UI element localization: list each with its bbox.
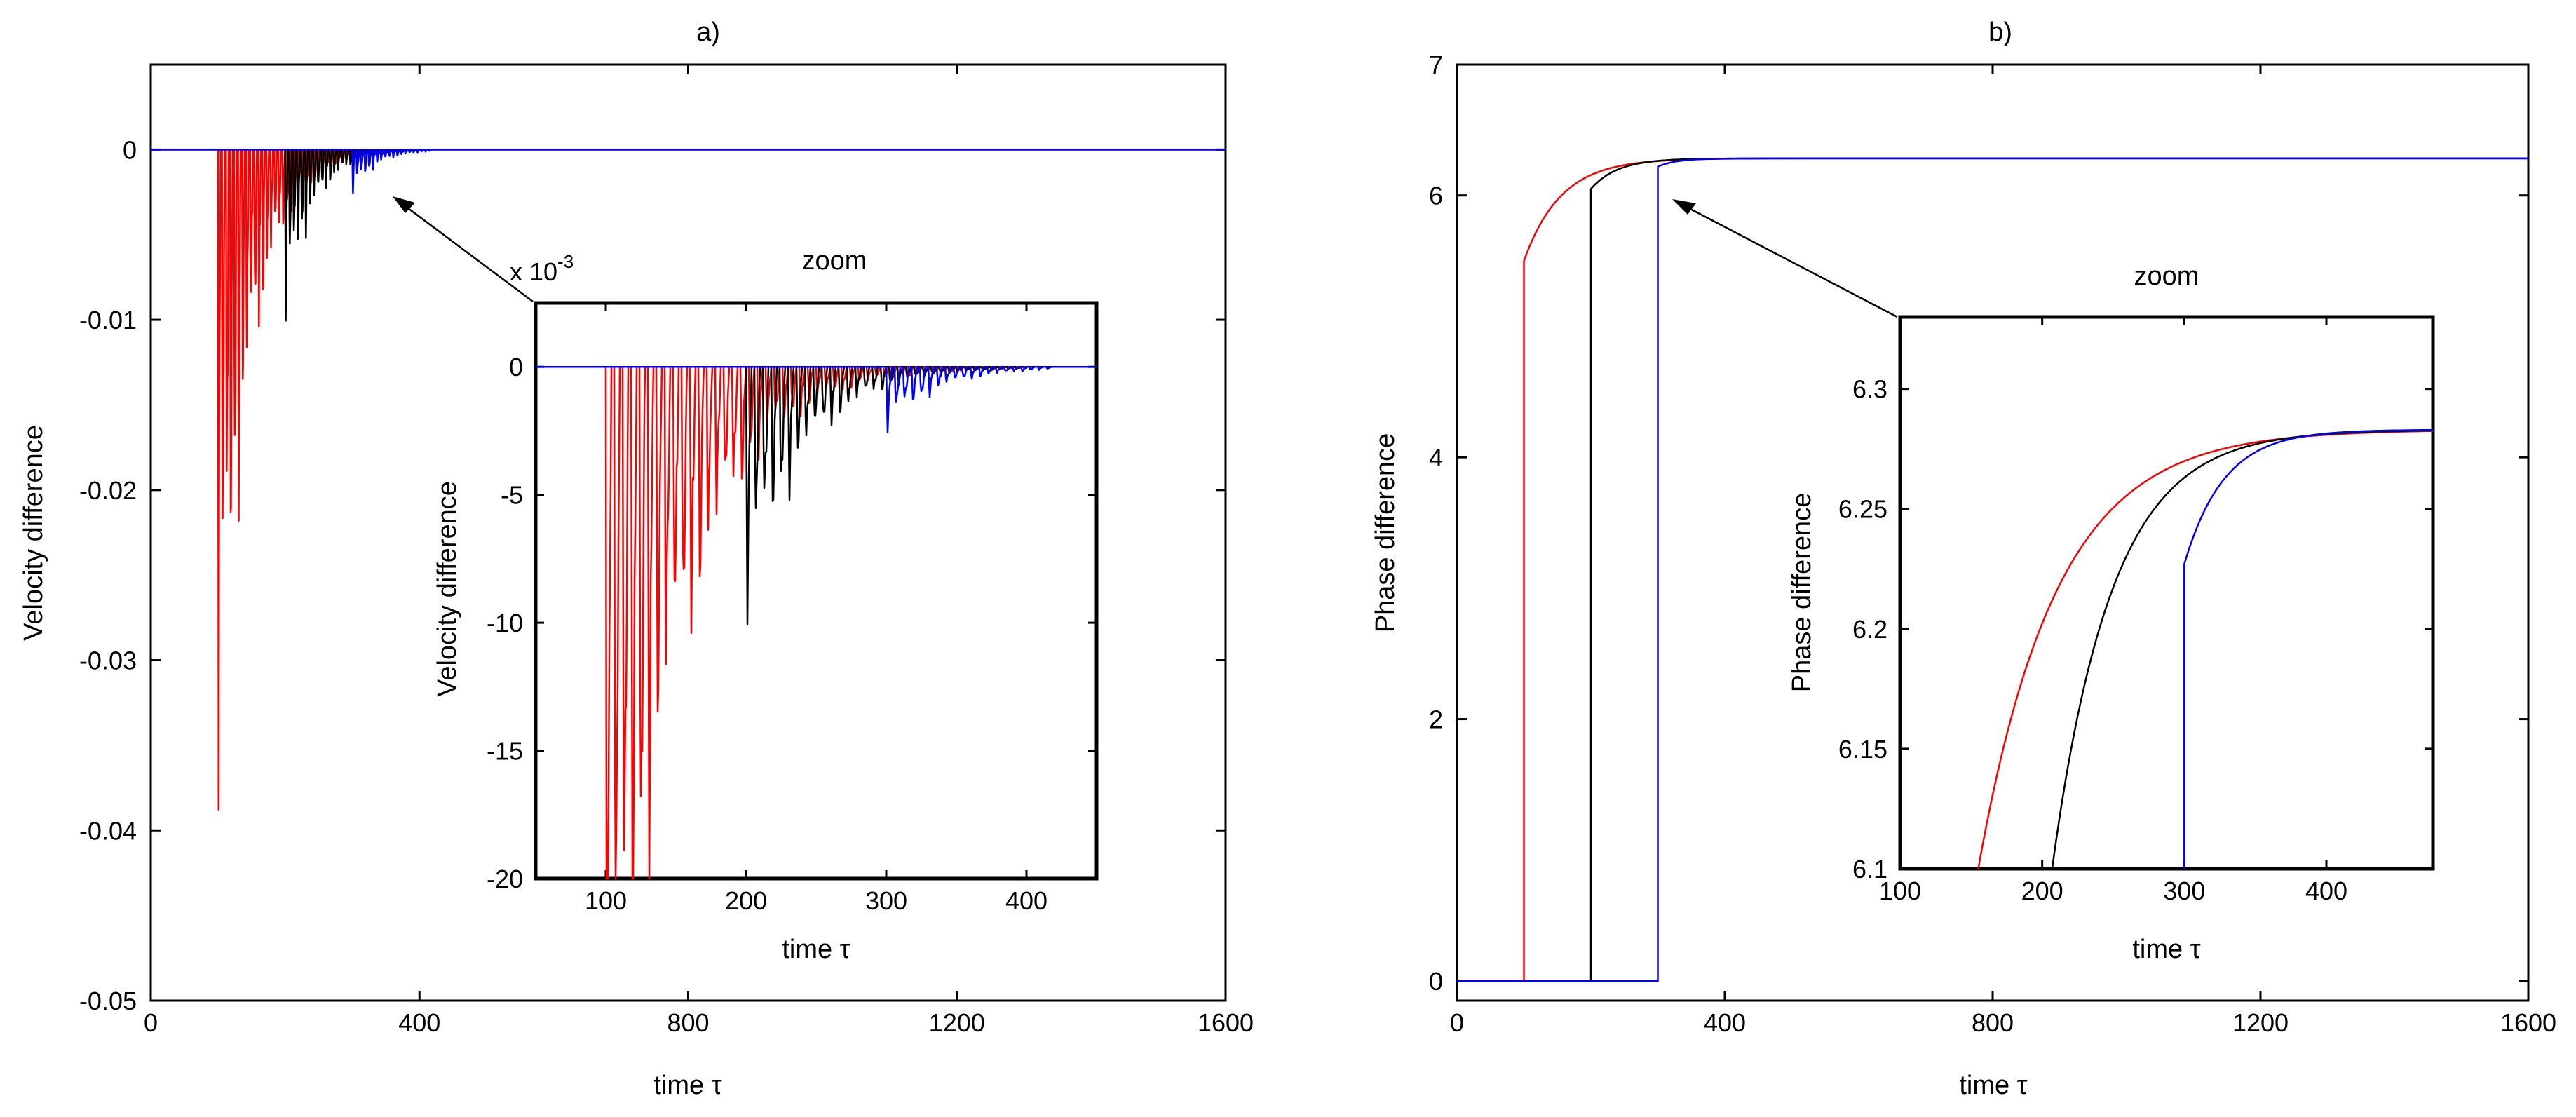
ia-ytick-label: -20: [487, 865, 523, 893]
ia-xtick-label: 300: [865, 886, 907, 915]
ib-ytick-label: 6.25: [1838, 495, 1887, 524]
b-ytick-label: 2: [1429, 705, 1443, 734]
a-ytick-label: -0.05: [79, 987, 137, 1015]
ia-xtick-label: 100: [585, 886, 627, 915]
panel-a-inset-exponent: x 10-3: [510, 251, 574, 286]
ib-xtick-label: 300: [2163, 876, 2205, 905]
b-xtick-label: 1600: [2500, 1008, 2556, 1037]
panel-a-inset: zoom x 10-3 100 200 300 400 0 -5 -10 -15 -20 ti…: [433, 246, 1099, 964]
panel-a-inset-x-label: time τ: [782, 935, 850, 964]
ib-xtick-label: 200: [2021, 876, 2063, 905]
a-ytick-label: 0: [123, 135, 137, 164]
ib-ytick-label: 6.3: [1852, 375, 1887, 404]
ia-ytick-label: -10: [487, 609, 523, 637]
panel-b-inset-y-label: Phase difference: [1787, 493, 1817, 693]
a-xtick-label: 800: [667, 1008, 709, 1037]
b-xtick-label: 0: [1450, 1008, 1464, 1037]
panel-a: a) 0 400 800 1200 1600 0 -0.01 -0.02 -0.03 -0.04…: [19, 18, 1254, 1100]
ia-xtick-label: 200: [725, 886, 767, 915]
b-ytick-label: 0: [1429, 967, 1443, 996]
ia-ytick-label: -15: [487, 737, 523, 766]
a-xtick-label: 0: [144, 1008, 158, 1037]
b-xtick-label: 1200: [2232, 1008, 2289, 1037]
panel-a-zoom-arrow: [393, 196, 534, 303]
panel-a-y-label: Velocity difference: [19, 425, 48, 641]
panel-b-x-ticks: 0 400 800 1200 1600: [1450, 65, 2556, 1037]
panel-b-inset-x-ticks: 100 200 300 400: [1879, 317, 2347, 905]
ia-ytick-label: -5: [501, 481, 523, 510]
a-ytick-label: -0.03: [79, 646, 137, 675]
panel-a-inset-y-label: Velocity difference: [433, 481, 462, 697]
panel-a-title: a): [696, 18, 720, 47]
panel-b-title: b): [1988, 18, 2012, 47]
panel-a-series-blue: [150, 149, 1226, 194]
a-xtick-label: 400: [398, 1008, 440, 1037]
panel-b-inset-series: [1977, 428, 2433, 869]
panel-b-zoom-arrow: [1672, 199, 1898, 318]
panel-b-series: [1457, 157, 2528, 982]
ib-ytick-label: 6.15: [1838, 735, 1887, 764]
panel-a-inset-series-blue: [535, 365, 1097, 434]
panel-b-inset: zoom 100 200 300 400 6.1 6.15 6.2 6.25 6.3 time…: [1787, 262, 2435, 964]
panel-a-x-label: time τ: [653, 1071, 721, 1100]
panel-b-inset-title: zoom: [2134, 262, 2199, 291]
ib-ytick-label: 6.1: [1852, 855, 1887, 884]
b-ytick-label: 4: [1429, 443, 1443, 472]
panel-a-inset-title: zoom: [802, 246, 867, 276]
a-ytick-label: -0.04: [79, 816, 137, 845]
b-ytick-label: 6: [1429, 182, 1443, 210]
panel-a-inset-x-ticks: 100 200 300 400: [585, 303, 1048, 915]
panel-b-y-label: Phase difference: [1371, 433, 1400, 633]
panel-b-y-ticks: 0 2 4 6 7: [1429, 50, 2528, 996]
panel-b-inset-x-label: time τ: [2132, 935, 2200, 964]
ia-ytick-label: 0: [509, 353, 523, 381]
panel-b-inset-series-blue: [2183, 428, 2433, 869]
panel-b-series-blue: [1457, 157, 2528, 982]
a-xtick-label: 1600: [1198, 1008, 1254, 1037]
b-xtick-label: 800: [1972, 1008, 2014, 1037]
a-ytick-label: -0.01: [79, 306, 137, 334]
b-ytick-label: 7: [1429, 50, 1443, 79]
ib-xtick-label: 100: [1879, 876, 1921, 905]
panel-a-x-ticks: 0 400 800 1200 1600: [144, 65, 1254, 1037]
b-xtick-label: 400: [1704, 1008, 1746, 1037]
panel-b: b) 0 400 800 1200 1600 0 2 4 6 7 time τ Phase di…: [1371, 18, 2556, 1100]
panel-a-y-ticks: 0 -0.01 -0.02 -0.03 -0.04 -0.05: [79, 135, 1226, 1015]
a-xtick-label: 1200: [929, 1008, 985, 1037]
a-ytick-label: -0.02: [79, 476, 137, 505]
ib-ytick-label: 6.2: [1852, 615, 1887, 644]
panel-b-inset-frame: [1898, 315, 2435, 871]
panel-a-inset-series: [535, 365, 1097, 880]
ib-xtick-label: 400: [2305, 876, 2347, 905]
panel-a-series: [150, 149, 1226, 811]
ia-xtick-label: 400: [1005, 886, 1048, 915]
panel-b-inset-y-ticks: 6.1 6.15 6.2 6.25 6.3: [1838, 375, 2433, 884]
panel-b-x-label: time τ: [1959, 1071, 2027, 1100]
